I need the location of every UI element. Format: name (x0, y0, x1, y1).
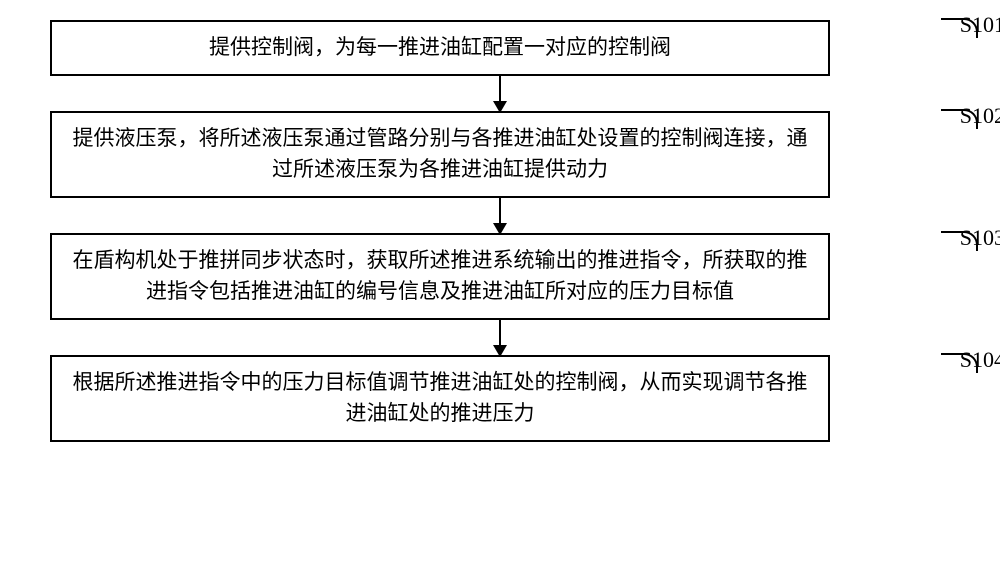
step-label-1: S101 (960, 12, 1000, 38)
arrow-2 (499, 198, 501, 233)
step-wrapper-4: 根据所述推进指令中的压力目标值调节推进油缸处的控制阀，从而实现调节各推进油缸处的… (50, 355, 950, 442)
step-label-3: S103 (960, 225, 1000, 251)
step-label-4: S104 (960, 347, 1000, 373)
step-box-4: 根据所述推进指令中的压力目标值调节推进油缸处的控制阀，从而实现调节各推进油缸处的… (50, 355, 830, 442)
arrow-1 (499, 76, 501, 111)
step-box-1: 提供控制阀，为每一推进油缸配置一对应的控制阀 (50, 20, 830, 76)
step-box-3: 在盾构机处于推拼同步状态时，获取所述推进系统输出的推进指令，所获取的推进指令包括… (50, 233, 830, 320)
step-label-2: S102 (960, 103, 1000, 129)
step-wrapper-3: 在盾构机处于推拼同步状态时，获取所述推进系统输出的推进指令，所获取的推进指令包括… (50, 233, 950, 320)
step-wrapper-2: 提供液压泵，将所述液压泵通过管路分别与各推进油缸处设置的控制阀连接，通过所述液压… (50, 111, 950, 198)
arrow-3 (499, 320, 501, 355)
flowchart-container: 提供控制阀，为每一推进油缸配置一对应的控制阀 S101 提供液压泵，将所述液压泵… (50, 20, 950, 442)
step-box-2: 提供液压泵，将所述液压泵通过管路分别与各推进油缸处设置的控制阀连接，通过所述液压… (50, 111, 830, 198)
step-wrapper-1: 提供控制阀，为每一推进油缸配置一对应的控制阀 S101 (50, 20, 950, 76)
